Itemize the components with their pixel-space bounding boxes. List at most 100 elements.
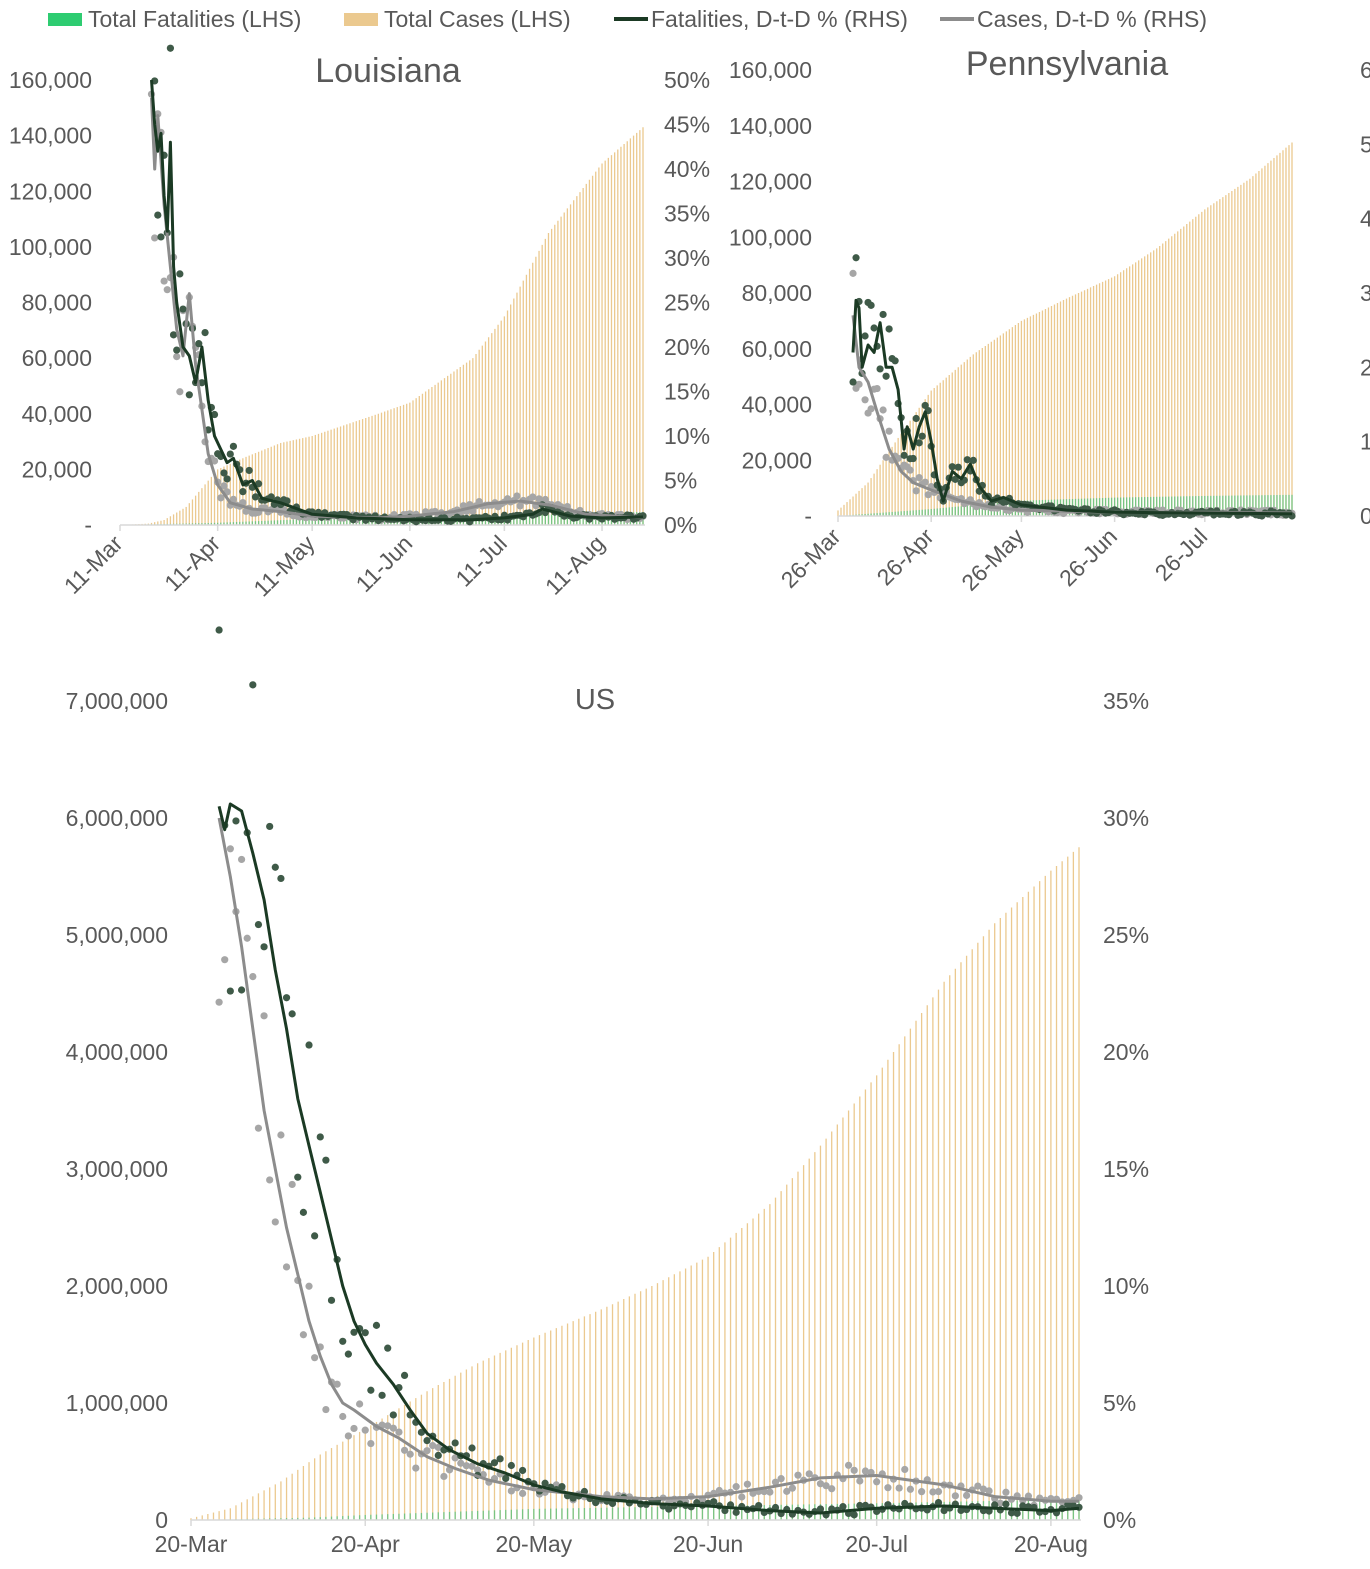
data-point-fatalities-dtd bbox=[249, 681, 257, 689]
data-point-fatalities-dtd bbox=[361, 1329, 369, 1337]
x-tick-label: 26-Apr bbox=[872, 523, 939, 590]
legend-swatch-fatalities-dtd bbox=[614, 17, 648, 21]
data-point-fatalities-dtd bbox=[299, 1208, 308, 1216]
data-point-fatalities-dtd bbox=[220, 469, 228, 477]
data-point-fatalities-dtd bbox=[372, 1321, 381, 1329]
data-point-fatalities-dtd bbox=[198, 379, 206, 387]
data-point-cases-dtd bbox=[440, 1472, 448, 1481]
data-point-fatalities-dtd bbox=[154, 211, 162, 219]
data-point-fatalities-dtd bbox=[951, 475, 959, 483]
data-point-fatalities-dtd bbox=[157, 233, 165, 241]
data-point-cases-dtd bbox=[260, 1012, 268, 1020]
legend-swatch-total-fatalities bbox=[48, 12, 82, 26]
data-point-fatalities-dtd bbox=[879, 310, 887, 319]
data-point-fatalities-dtd bbox=[839, 1503, 847, 1511]
data-point-cases-dtd bbox=[322, 1405, 330, 1414]
data-point-fatalities-dtd bbox=[166, 44, 175, 52]
data-point-fatalities-dtd bbox=[948, 463, 956, 471]
x-tick-label: 20-Aug bbox=[1014, 1531, 1088, 1557]
data-point-cases-dtd bbox=[468, 1462, 476, 1470]
data-point-cases-dtd bbox=[1002, 1488, 1010, 1496]
data-point-cases-dtd bbox=[518, 1489, 527, 1498]
data-point-cases-dtd bbox=[921, 478, 929, 486]
legend-label-fatalities-dtd: Fatalities, D-t-D % (RHS) bbox=[651, 5, 908, 32]
data-point-fatalities-dtd bbox=[1007, 1509, 1016, 1517]
data-point-fatalities-dtd bbox=[909, 454, 917, 463]
y-right-tick-label: 20% bbox=[1360, 354, 1370, 380]
data-point-fatalities-dtd bbox=[179, 305, 187, 313]
data-point-cases-dtd bbox=[918, 1488, 926, 1496]
data-point-cases-dtd bbox=[929, 1488, 937, 1496]
data-point-cases-dtd bbox=[339, 1412, 347, 1421]
data-point-fatalities-dtd bbox=[210, 410, 219, 419]
data-point-cases-dtd bbox=[311, 1354, 319, 1362]
data-point-cases-dtd bbox=[344, 1432, 352, 1440]
data-point-fatalities-dtd bbox=[245, 466, 253, 475]
y-left-tick-label: 0 bbox=[155, 1507, 168, 1533]
data-point-fatalities-dtd bbox=[294, 1173, 302, 1181]
data-point-cases-dtd bbox=[254, 1124, 263, 1132]
y-right-tick-label: 10% bbox=[664, 423, 710, 449]
data-point-cases-dtd bbox=[249, 972, 257, 981]
data-point-fatalities-dtd bbox=[558, 1483, 566, 1491]
data-point-cases-dtd bbox=[513, 492, 521, 500]
y-right-tick-label: 45% bbox=[664, 112, 710, 138]
y-right-tick-label: 20% bbox=[1103, 1039, 1149, 1065]
data-point-cases-dtd bbox=[974, 1482, 982, 1490]
chart-us: US 0 1,000,000 2,000,000 3,000,000 4,000,000 5… bbox=[66, 626, 1149, 1557]
data-point-fatalities-dtd bbox=[226, 450, 234, 458]
data-point-cases-dtd bbox=[962, 1491, 971, 1499]
data-point-cases-dtd bbox=[855, 380, 863, 388]
y-right-tick-label: 50% bbox=[1360, 131, 1370, 157]
data-point-fatalities-dtd bbox=[327, 1296, 336, 1304]
data-point-fatalities-dtd bbox=[201, 329, 209, 337]
data-point-cases-dtd bbox=[333, 1380, 341, 1388]
x-tick-label: 26-Mar bbox=[776, 523, 846, 593]
data-point-fatalities-dtd bbox=[316, 1133, 324, 1141]
x-tick-label: 26-Jun bbox=[1054, 523, 1122, 591]
column-series-total-cases bbox=[190, 847, 1080, 1520]
y-right-tick-label: 15% bbox=[1103, 1156, 1149, 1182]
data-point-cases-dtd bbox=[915, 474, 923, 482]
data-point-fatalities-dtd bbox=[282, 994, 291, 1002]
y-left-tick-label: 120,000 bbox=[729, 169, 812, 195]
data-point-fatalities-dtd bbox=[1019, 1502, 1027, 1510]
data-point-fatalities-dtd bbox=[1013, 1509, 1021, 1517]
y-right-tick-label: 40% bbox=[664, 156, 710, 182]
data-point-cases-dtd bbox=[277, 1131, 285, 1139]
data-point-cases-dtd bbox=[215, 998, 223, 1006]
scatter-series-cases-dtd bbox=[215, 845, 1083, 1509]
data-point-cases-dtd bbox=[783, 1487, 791, 1495]
data-point-cases-dtd bbox=[732, 1483, 740, 1491]
x-tick-label: 26-Jul bbox=[1150, 523, 1213, 586]
data-point-cases-dtd bbox=[873, 1478, 881, 1486]
y-left-tick-label: 2,000,000 bbox=[66, 1273, 168, 1299]
y-left-tick-label: 160,000 bbox=[9, 67, 92, 93]
data-point-fatalities-dtd bbox=[710, 1498, 718, 1506]
data-point-cases-dtd bbox=[879, 406, 887, 414]
data-point-fatalities-dtd bbox=[876, 365, 884, 373]
data-point-cases-dtd bbox=[849, 269, 857, 277]
data-point-cases-dtd bbox=[160, 277, 168, 285]
data-point-fatalities-dtd bbox=[592, 1499, 600, 1507]
data-point-cases-dtd bbox=[856, 1477, 864, 1485]
data-point-cases-dtd bbox=[154, 110, 162, 118]
data-point-cases-dtd bbox=[788, 1484, 796, 1492]
y-right-tick-label: 20% bbox=[664, 334, 710, 360]
data-point-cases-dtd bbox=[288, 1180, 296, 1189]
data-point-fatalities-dtd bbox=[852, 254, 860, 262]
data-point-cases-dtd bbox=[844, 1461, 853, 1469]
line-series-fatalities-dtd bbox=[150, 79, 644, 522]
y-right-tick-label: 35% bbox=[1103, 688, 1149, 714]
data-point-cases-dtd bbox=[828, 1485, 836, 1493]
legend-item-total-cases: Total Cases (LHS) bbox=[344, 4, 571, 34]
data-point-fatalities-dtd bbox=[237, 986, 246, 994]
data-point-fatalities-dtd bbox=[226, 987, 234, 995]
data-point-cases-dtd bbox=[434, 1443, 442, 1452]
legend-label-cases-dtd: Cases, D-t-D % (RHS) bbox=[977, 5, 1208, 32]
data-point-fatalities-dtd bbox=[490, 1459, 499, 1467]
y-left-tick-label: 20,000 bbox=[22, 456, 92, 482]
data-point-fatalities-dtd bbox=[195, 340, 203, 348]
data-point-cases-dtd bbox=[271, 1218, 279, 1226]
